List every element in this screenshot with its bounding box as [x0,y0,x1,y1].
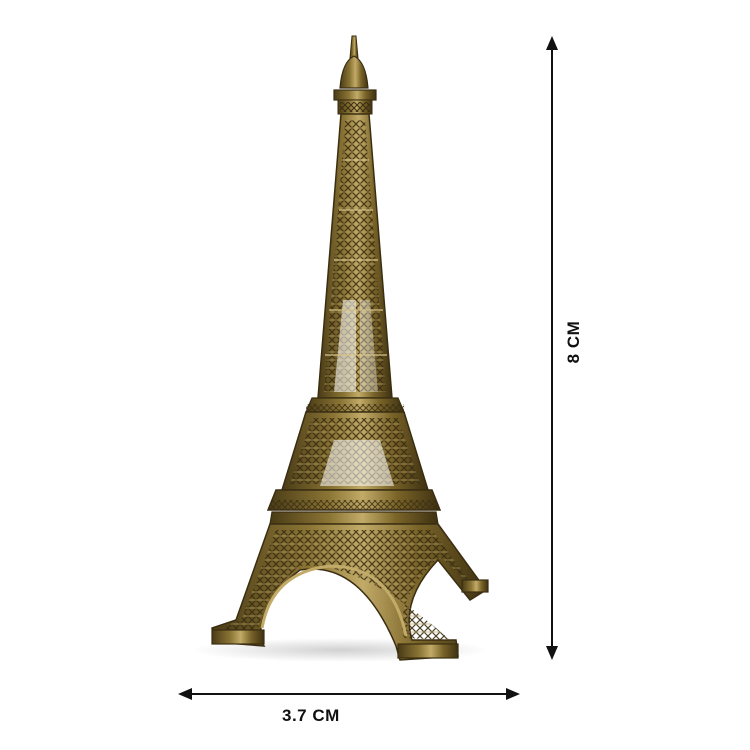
height-dimension-arrow [546,36,558,660]
width-dimension-arrow [178,688,520,700]
eiffel-tower-figurine-icon [211,35,489,661]
width-label: 3.7 CM [282,706,340,725]
height-label: 8 CM [564,320,583,364]
